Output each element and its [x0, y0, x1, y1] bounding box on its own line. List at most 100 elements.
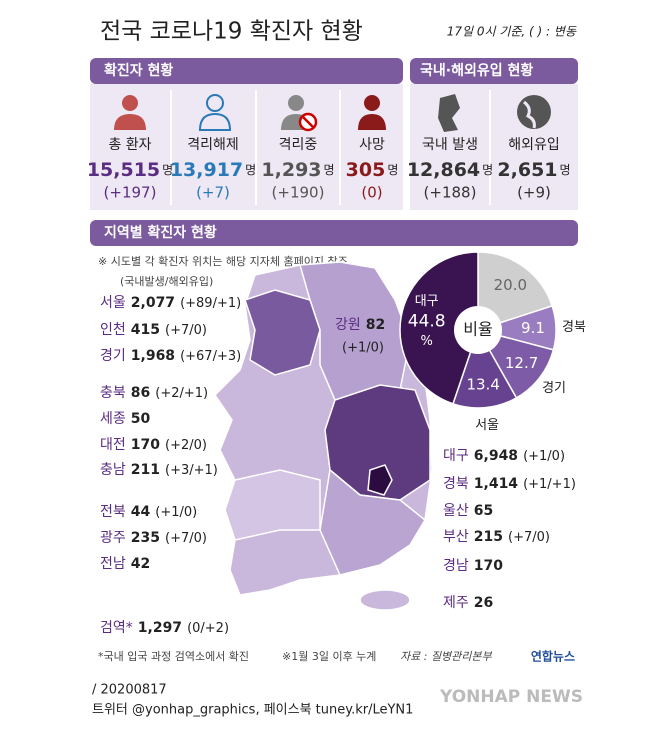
pie-value: 13.4	[466, 375, 499, 393]
region-label: 울산 65	[443, 503, 493, 519]
region-label: 경기 1,968 (+67/+3)	[100, 348, 241, 364]
regional-legend: (국내발생/해외유입)	[120, 274, 213, 288]
region-label: 전북 44 (+1/0)	[100, 504, 197, 520]
region-name: 세종	[100, 411, 126, 427]
region-name: 경남	[443, 558, 469, 574]
stat-unit: 명	[387, 163, 398, 177]
pie-value: 12.7	[505, 354, 538, 372]
section-bar	[90, 58, 403, 84]
footnote: ※1월 3일 이후 누계	[282, 649, 376, 663]
pie-slice	[452, 328, 518, 409]
pie-slice	[476, 328, 555, 399]
stat-unit: 명	[560, 163, 571, 177]
stat-value: 305 명	[346, 159, 399, 181]
pie-slice	[477, 251, 554, 332]
region-name: 대전	[100, 437, 126, 453]
region-name: 전북	[100, 504, 126, 520]
region-change: (+1/0)	[155, 505, 197, 520]
region-value: 44	[131, 504, 151, 520]
region-label: 경남 170	[443, 558, 503, 574]
stats-box	[90, 84, 403, 210]
stat-number: 15,515	[87, 159, 160, 181]
region-value: 415	[131, 322, 160, 338]
region-value: 215	[474, 529, 503, 545]
section-title: 지역별 확진자 현황	[104, 224, 217, 241]
region-value: 50	[131, 411, 151, 427]
region-label: 검역* 1,297 (0/+2)	[100, 620, 229, 636]
stat-change: (0)	[361, 184, 382, 202]
pie-unit: %	[421, 334, 433, 349]
stat-number: 12,864	[407, 159, 480, 181]
pie-name: 경북	[562, 320, 586, 335]
stat-value: 15,515 명	[87, 159, 173, 181]
stat-label: 격리해제	[187, 137, 239, 153]
note: 17일 0시 기준, ( ) : 변동	[447, 25, 577, 39]
region-label: 충북 86 (+2/+1)	[100, 385, 208, 401]
stat-label: 해외유입	[508, 137, 560, 153]
region-value: 170	[474, 558, 503, 574]
region-label: 인천 415 (+7/0)	[100, 322, 207, 338]
region-name: 전남	[100, 556, 126, 572]
stat-number: 13,917	[170, 159, 243, 181]
region-value: 1,968	[131, 348, 175, 364]
region-label: 대구 6,948 (+1/0)	[443, 448, 565, 464]
region-label: 전남 42	[100, 556, 150, 572]
pie-slice	[399, 251, 479, 405]
stat-label: 격리중	[279, 137, 318, 153]
region-name: 강원	[335, 317, 361, 333]
stat-label: 총 환자	[108, 137, 151, 153]
region-label: 세종 50	[100, 411, 151, 427]
date: / 20200817	[92, 683, 167, 698]
stats-box	[410, 84, 578, 210]
region-value: 42	[131, 556, 150, 572]
region-change: (+89/+1)	[180, 296, 241, 311]
region-name: 충북	[100, 385, 126, 401]
region-change: (+7/0)	[165, 323, 207, 338]
stat-value: 12,864 명	[407, 159, 493, 181]
icon-globe	[517, 95, 551, 129]
stat-label: 사망	[359, 137, 385, 153]
region-label: 광주 235 (+7/0)	[100, 530, 207, 546]
section-bar	[90, 220, 578, 246]
stat-value: 2,651 명	[497, 159, 570, 181]
region-name: 광주	[100, 530, 126, 546]
pie-value: 20.0	[494, 276, 527, 294]
region-change: (+1/0)	[342, 341, 384, 356]
region-value: 170	[131, 437, 160, 453]
map	[214, 261, 433, 611]
region-change: (+67/+3)	[180, 349, 241, 364]
region-name: 울산	[443, 503, 469, 519]
region-change: (+3/+1)	[165, 463, 218, 478]
section-title: 확진자 현황	[104, 62, 173, 79]
region-name: 부산	[443, 529, 469, 545]
pie-name: 대구	[415, 294, 439, 309]
stat-change: (+197)	[104, 184, 157, 202]
region-value: 65	[474, 503, 493, 519]
section-title: 국내·해외유입 현황	[420, 62, 533, 79]
pie-value: 44.8	[408, 312, 446, 332]
stat-change: (+7)	[196, 184, 230, 202]
stat-change: (+188)	[424, 184, 477, 202]
region-name: 경기	[100, 348, 126, 364]
icon-death	[358, 95, 386, 130]
pie-name: 서울	[475, 418, 499, 433]
region-value: 82	[366, 317, 385, 333]
region-value: 2,077	[131, 295, 175, 311]
stat-unit: 명	[245, 163, 256, 177]
pie-chart: 20.0 9.1 경북 12.7 경기 13.4 서울 44.8 대구% 비율	[399, 251, 586, 433]
region-change: (+7/0)	[508, 530, 550, 545]
region-value: 6,948	[474, 448, 518, 464]
watermark: YONHAP NEWS	[439, 687, 583, 707]
regional-note: ※ 시도별 각 확진자 위치는 해당 지자체 홈페이지 참조	[98, 254, 348, 268]
stat-unit: 명	[162, 163, 173, 177]
region-change: (0/+2)	[187, 621, 229, 636]
region-value: 1,297	[138, 620, 182, 636]
stat-change: (+190)	[272, 184, 325, 202]
stat-number: 305	[346, 159, 386, 181]
region-name: 제주	[443, 595, 469, 611]
region-name: 충남	[100, 462, 126, 478]
region-label: 서울 2,077 (+89/+1)	[100, 295, 241, 311]
brand: 연합뉴스	[531, 649, 575, 664]
region-name: 인천	[100, 322, 126, 338]
